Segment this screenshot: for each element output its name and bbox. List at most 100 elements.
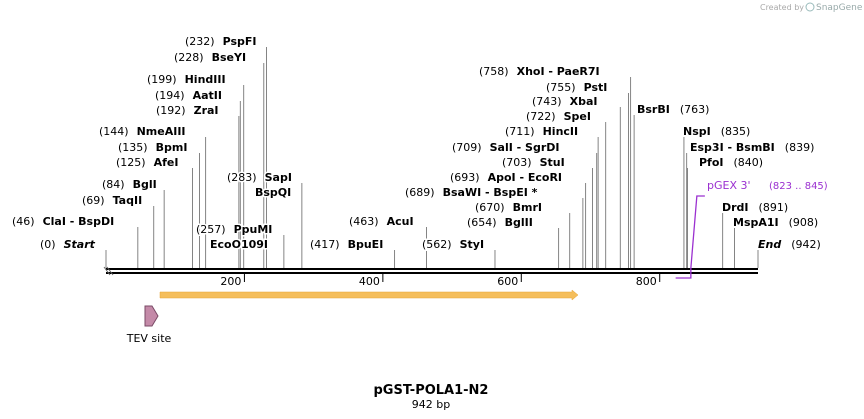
enzyme-name: BpmI — [156, 141, 188, 154]
enzyme-name: EcoO109I — [210, 238, 268, 251]
site-label: (194) AatII — [155, 89, 222, 102]
enzyme-name: BseYI — [212, 51, 246, 64]
site-position: (840) — [734, 156, 764, 169]
enzyme-name: ClaI - BspDI — [43, 215, 115, 228]
enzyme-name: End — [758, 238, 781, 251]
enzyme-name: PspFI — [223, 35, 257, 48]
site-position: (908) — [789, 216, 819, 229]
site-label: MspA1I (908) — [733, 216, 818, 229]
primer-name: pGEX 3' — [707, 179, 751, 192]
site-position: (125) — [116, 156, 146, 169]
tick-label: 800 — [636, 275, 657, 288]
primer-mark — [675, 195, 705, 279]
orf-arrow — [159, 289, 579, 301]
site-label: (758) XhoI - PaeR7I — [479, 65, 600, 78]
site-position: (232) — [185, 35, 215, 48]
site-label: (283) SapI — [227, 171, 292, 184]
enzyme-name: BspQI — [255, 186, 291, 199]
site-label: (709) SalI - SgrDI — [452, 141, 559, 154]
enzyme-name: AfeI — [154, 156, 179, 169]
tick-label: 400 — [359, 275, 380, 288]
feature-label: TEV site — [126, 332, 172, 345]
site-label: NspI (835) — [683, 125, 750, 138]
enzyme-name: SalI - SgrDI — [490, 141, 560, 154]
site-position: (199) — [147, 73, 177, 86]
site-label: (722) SpeI — [526, 110, 591, 123]
enzyme-name: BpuEI — [348, 238, 384, 251]
site-position: (69) — [82, 194, 105, 207]
site-position: (417) — [310, 238, 340, 251]
site-label: (654) BglII — [467, 216, 533, 229]
site-label: (463) AcuI — [349, 215, 414, 228]
enzyme-name: StyI — [460, 238, 484, 251]
site-label: (232) PspFI — [185, 35, 257, 48]
site-position: (755) — [546, 81, 576, 94]
enzyme-name: SpeI — [564, 110, 591, 123]
site-position: (891) — [759, 201, 789, 214]
site-position: (84) — [102, 178, 125, 191]
enzyme-name: PfoI — [699, 156, 724, 169]
site-position: (257) — [196, 223, 226, 236]
site-position: (46) — [12, 215, 35, 228]
enzyme-name: Esp3I - BsmBI — [690, 141, 775, 154]
site-position: (689) — [405, 186, 435, 199]
primer-range: (823 .. 845) — [769, 181, 828, 192]
site-label: (135) BpmI — [118, 141, 187, 154]
enzyme-name: XbaI — [570, 95, 598, 108]
site-label: (703) StuI — [502, 156, 565, 169]
site-label: (199) HindIII — [147, 73, 226, 86]
length: 942 bp — [412, 398, 450, 411]
site-position: (283) — [227, 171, 257, 184]
enzyme-name: Start — [64, 238, 96, 251]
site-position: (654) — [467, 216, 497, 229]
site-position: (562) — [422, 238, 452, 251]
site-label: (84) BglI — [102, 178, 157, 191]
site-position: (709) — [452, 141, 482, 154]
site-label: Esp3I - BsmBI (839) — [690, 141, 814, 154]
enzyme-name: HindIII — [185, 73, 226, 86]
site-label: (689) BsaWI - BspEI * — [405, 186, 538, 199]
site-label: (743) XbaI — [532, 95, 597, 108]
enzyme-name: StuI — [540, 156, 565, 169]
enzyme-name: AatII — [193, 89, 222, 102]
site-label: (192) ZraI — [156, 104, 219, 117]
site-label: BsrBI (763) — [637, 103, 709, 116]
site-label: BspQI — [255, 186, 291, 199]
site-label: (69) TaqII — [82, 194, 142, 207]
site-label: (670) BmrI — [475, 201, 542, 214]
enzyme-name: BmrI — [513, 201, 542, 214]
site-label: DrdI (891) — [722, 201, 788, 214]
site-position: (942) — [791, 238, 821, 251]
site-position: (722) — [526, 110, 556, 123]
feature-arrow — [144, 305, 159, 327]
site-label: (46) ClaI - BspDI — [12, 215, 114, 228]
site-position: (839) — [785, 141, 815, 154]
site-position: (711) — [505, 125, 535, 138]
site-position: (693) — [450, 171, 480, 184]
site-label: (125) AfeI — [116, 156, 178, 169]
site-position: (763) — [680, 103, 710, 116]
site-position: (463) — [349, 215, 379, 228]
enzyme-name: TaqII — [113, 194, 143, 207]
enzyme-name: PstI — [584, 81, 608, 94]
site-label: (0) Start — [40, 238, 96, 251]
enzyme-name: PpuMI — [234, 223, 273, 236]
backbone — [106, 272, 758, 274]
site-position: (144) — [99, 125, 129, 138]
credit: Created by — [760, 3, 804, 12]
site-label: (228) BseYI — [174, 51, 246, 64]
end-hatch — [103, 266, 114, 276]
enzyme-name: NmeAIII — [137, 125, 186, 138]
site-position: (743) — [532, 95, 562, 108]
site-label: (562) StyI — [422, 238, 484, 251]
enzyme-name: BsaWI - BspEI * — [443, 186, 538, 199]
enzyme-name: MspA1I — [733, 216, 779, 229]
brand: SnapGene — [816, 3, 863, 13]
enzyme-name: BglII — [505, 216, 533, 229]
site-label: EcoO109I — [210, 238, 268, 251]
site-position: (835) — [721, 125, 751, 138]
site-position: (194) — [155, 89, 185, 102]
site-position: (192) — [156, 104, 186, 117]
site-position: (703) — [502, 156, 532, 169]
